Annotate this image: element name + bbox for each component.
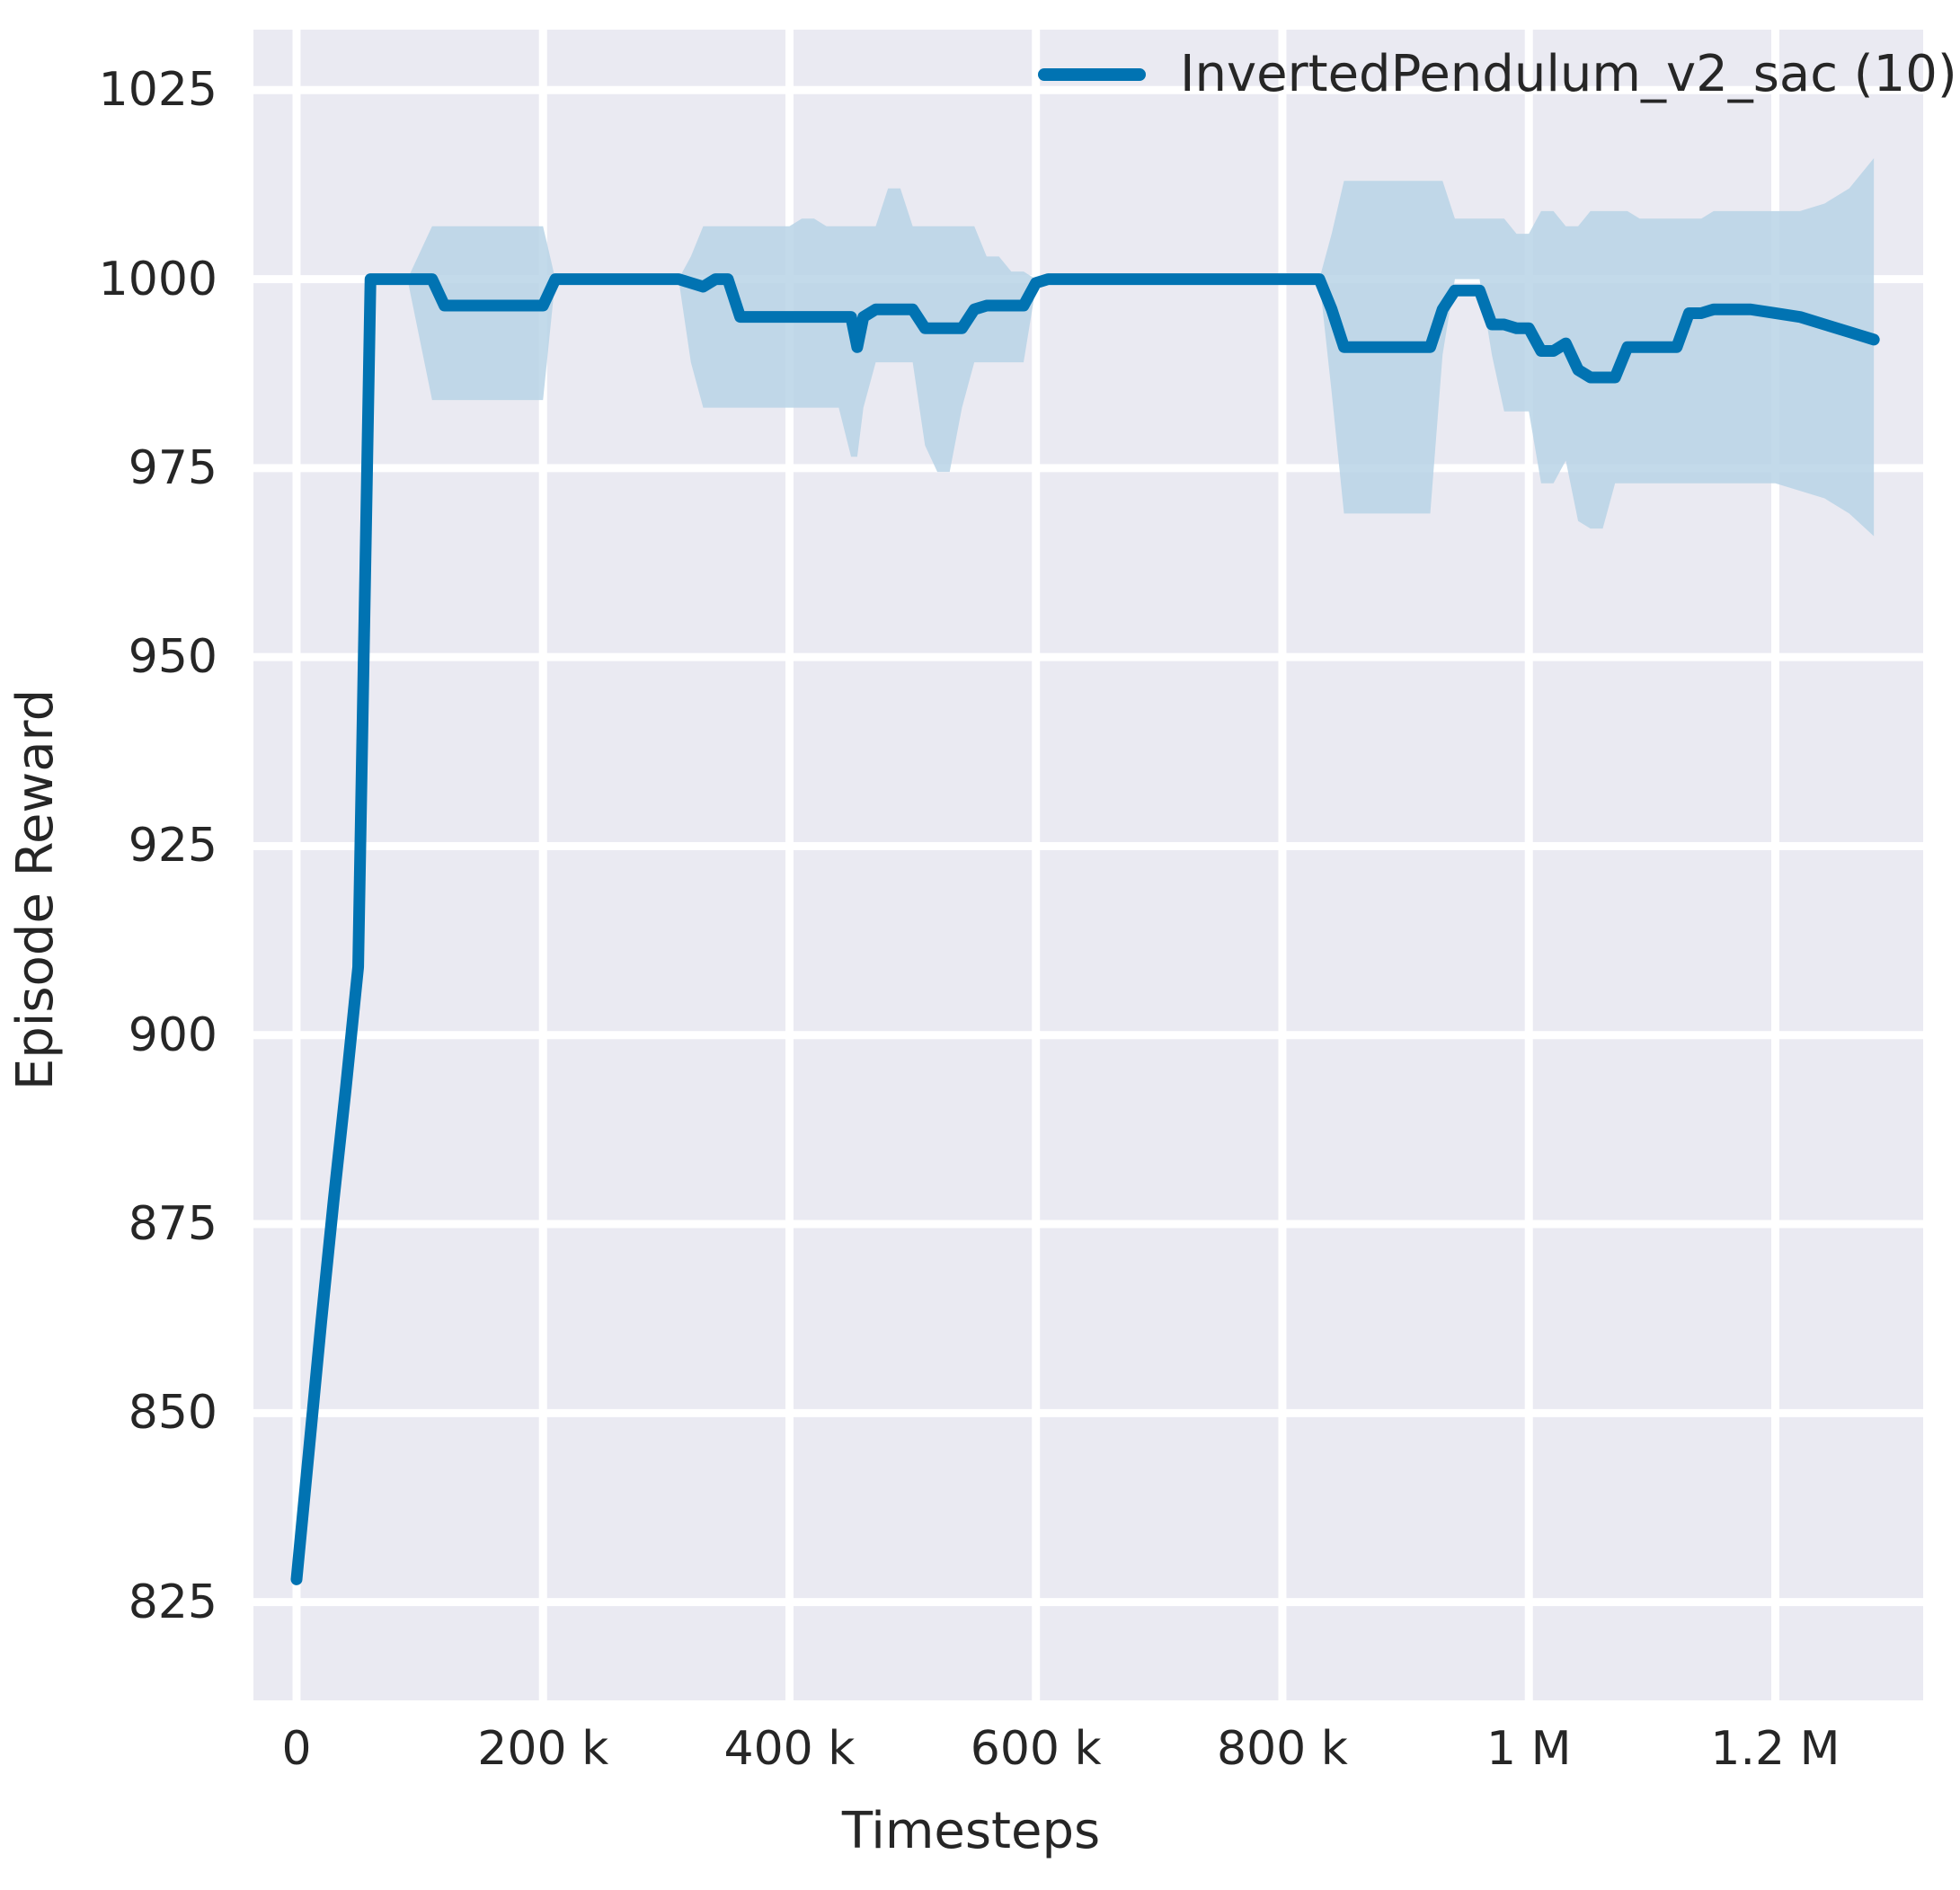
y-tick-label: 975 <box>128 440 217 495</box>
plot-area <box>253 30 1923 1700</box>
y-tick-label: 950 <box>128 630 217 685</box>
y-tick-label: 825 <box>128 1575 217 1629</box>
x-tick-label: 0 <box>281 1722 312 1776</box>
x-tick-label: 800 k <box>1217 1722 1348 1776</box>
y-tick-label: 925 <box>128 819 217 874</box>
x-tick-label: 400 k <box>723 1722 856 1776</box>
y-axis-title: Episode Reward <box>6 688 65 1091</box>
x-axis-title-text: Timesteps <box>841 1802 1101 1860</box>
y-tick-label: 1000 <box>98 252 217 306</box>
series-line <box>290 273 1880 1585</box>
legend-line-swatch <box>1038 68 1146 81</box>
x-tick-label: 200 k <box>477 1722 609 1776</box>
plot-svg <box>253 30 1923 1700</box>
y-tick-label: 900 <box>128 1007 217 1062</box>
y-tick-label: 875 <box>128 1197 217 1252</box>
legend-label: InvertedPendulum_v2_sac (10) <box>1180 45 1957 103</box>
confidence-band <box>296 158 1875 1580</box>
legend[interactable]: InvertedPendulum_v2_sac (10) <box>1038 49 1957 100</box>
x-tick-label: 1.2 M <box>1710 1722 1840 1776</box>
y-tick-label: 1025 <box>98 63 217 118</box>
x-tick-label: 600 k <box>970 1722 1102 1776</box>
y-tick-label: 850 <box>128 1386 217 1441</box>
x-tick-label: 1 M <box>1486 1722 1572 1776</box>
x-axis-title: Timesteps <box>0 1806 1960 1857</box>
